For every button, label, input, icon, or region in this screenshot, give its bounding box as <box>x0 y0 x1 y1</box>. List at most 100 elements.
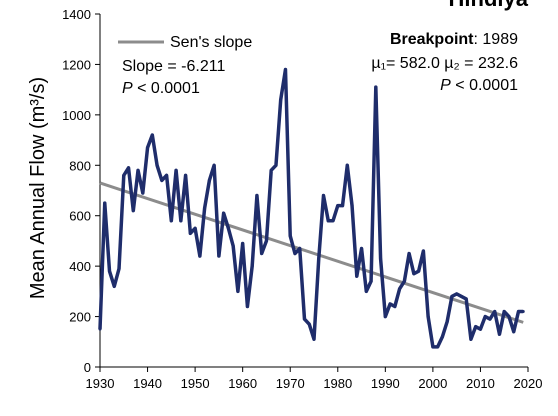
flow-data-point <box>383 315 387 319</box>
flow-data-point <box>341 204 345 208</box>
mu1-value: µ₁= 582.0 <box>371 55 440 72</box>
p-value-annotation-2: P < 0.0001 <box>440 77 518 94</box>
flow-data-point <box>269 168 273 172</box>
legend-label-sens-slope: Sen's slope <box>170 34 252 51</box>
p-value-2: < 0.0001 <box>451 77 518 94</box>
flow-data-point <box>198 254 202 258</box>
flow-data-point <box>222 211 226 215</box>
flow-data-point <box>478 327 482 331</box>
flow-data-point <box>436 345 440 349</box>
legend: Sen's slope <box>118 34 252 51</box>
flow-data-point <box>426 315 430 319</box>
flow-data-point <box>293 252 297 256</box>
flow-data-point <box>407 252 411 256</box>
flow-data-point <box>364 289 368 293</box>
breakpoint-label: Breakpoint <box>390 31 474 48</box>
flow-data-point <box>360 246 364 250</box>
flow-data-point <box>279 98 283 102</box>
flow-data-point <box>108 269 112 273</box>
flow-data-point <box>193 226 197 230</box>
flow-data-point <box>483 315 487 319</box>
flow-data-point <box>203 206 207 210</box>
flow-data-point <box>98 327 102 331</box>
means-annotation: µ₁= 582.0 µ₂ = 232.6 <box>371 55 518 72</box>
flow-data-point <box>212 163 216 167</box>
x-axis: 1930 1940 1950 1960 1970 1980 1990 2000 2010 2020 <box>86 367 543 391</box>
flow-data-point <box>350 204 354 208</box>
flow-data-point <box>497 332 501 336</box>
flow-data-point <box>169 219 173 223</box>
flow-data-point <box>336 204 340 208</box>
flow-data-point <box>355 274 359 278</box>
flow-data-point <box>379 257 383 261</box>
x-tick-label: 1980 <box>323 376 352 391</box>
flow-data-point <box>469 337 473 341</box>
flow-data-point <box>474 325 478 329</box>
y-tick-label: 1400 <box>62 7 91 22</box>
flow-data-point <box>117 267 121 271</box>
y-axis-title: Mean Annual Flow (m³/s) <box>27 77 49 299</box>
flow-data-point <box>317 257 321 261</box>
flow-data-point <box>421 249 425 253</box>
y-tick-label: 400 <box>69 259 91 274</box>
p-symbol-2: P <box>440 77 451 94</box>
flow-data-point <box>412 272 416 276</box>
flow-data-point <box>374 85 378 89</box>
x-tick-label: 2010 <box>466 376 495 391</box>
x-tick-label: 1950 <box>181 376 210 391</box>
flow-data-point <box>207 178 211 182</box>
flow-data-point <box>345 163 349 167</box>
flow-data-point <box>331 219 335 223</box>
y-tick-label: 1200 <box>62 57 91 72</box>
flow-data-point <box>307 322 311 326</box>
x-tick-label: 2000 <box>418 376 447 391</box>
flow-data-point <box>250 264 254 268</box>
y-tick-label: 600 <box>69 209 91 224</box>
flow-data-point <box>459 294 463 298</box>
breakpoint-annotation: Breakpoint: 1989 <box>390 31 518 48</box>
flow-data-point <box>512 330 516 334</box>
flow-data-point <box>326 219 330 223</box>
slope-annotation: Slope = -6.211 <box>122 58 225 75</box>
breakpoint-value: : 1989 <box>474 31 519 48</box>
flow-data-point <box>431 345 435 349</box>
chart-title: Hindiya <box>449 0 529 11</box>
y-axis: 0 200 400 600 800 1000 1200 1400 <box>62 7 100 375</box>
mu2-value: µ₂ = 232.6 <box>444 55 518 72</box>
flow-data-point <box>369 279 373 283</box>
flow-data-point <box>402 279 406 283</box>
flow-data-point <box>288 234 292 238</box>
flow-data-point <box>160 178 164 182</box>
flow-data-point <box>245 304 249 308</box>
flow-data-point <box>146 146 150 150</box>
y-tick-label: 800 <box>69 158 91 173</box>
flow-data-point <box>255 194 259 198</box>
y-tick-label: 1000 <box>62 108 91 123</box>
flow-data-point <box>521 310 525 314</box>
flow-data-point <box>217 254 221 258</box>
flow-data-point <box>127 166 131 170</box>
flow-data-point <box>502 310 506 314</box>
flow-data-point <box>388 302 392 306</box>
trend-layer <box>99 181 524 324</box>
y-tick-label: 200 <box>69 310 91 325</box>
p-value: < 0.0001 <box>133 80 200 97</box>
flow-data-point <box>264 239 268 243</box>
flow-data-point <box>440 335 444 339</box>
x-tick-label: 2020 <box>514 376 543 391</box>
flow-data-point <box>445 320 449 324</box>
flow-data-point <box>136 168 140 172</box>
sens-slope-trend-line <box>99 181 524 324</box>
flow-data-point <box>464 297 468 301</box>
flow-data-point <box>188 231 192 235</box>
flow-data-point <box>450 294 454 298</box>
flow-data-point <box>455 292 459 296</box>
flow-data-point <box>131 209 135 213</box>
flow-data-point <box>274 163 278 167</box>
flow-data-point <box>417 269 421 273</box>
flow-data-point <box>488 317 492 321</box>
y-tick-label: 0 <box>84 360 91 375</box>
flow-layer <box>98 67 525 349</box>
flow-data-point <box>236 289 240 293</box>
flow-data-point <box>112 284 116 288</box>
